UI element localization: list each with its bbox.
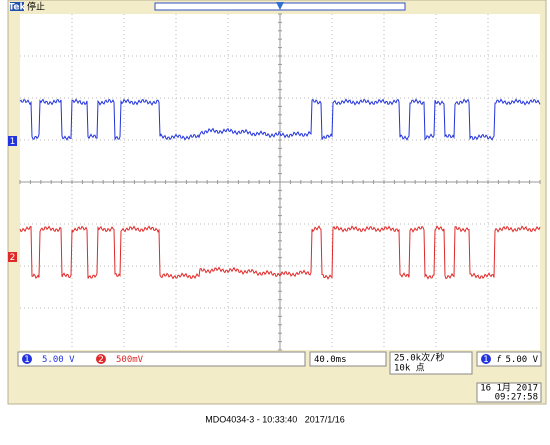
timebase-box (309, 351, 387, 367)
record-length: 10k 点 (394, 363, 425, 374)
channel-2-waveform (19, 225, 541, 280)
ch1-badge (22, 354, 32, 364)
trigger-position (276, 2, 284, 10)
ch2-marker: 2 (10, 253, 16, 263)
acquisition-box (389, 351, 473, 375)
brand: Tek (8, 3, 26, 13)
run-status: 停止 (27, 1, 45, 13)
ch1-badge-label: 1 (24, 355, 30, 365)
trigger-box (476, 351, 542, 367)
ch2-badge-label: 2 (98, 355, 104, 365)
channel-1-waveform (19, 98, 541, 141)
timebase: 40.0ms (314, 355, 347, 365)
brand-badge (10, 2, 24, 11)
trigger-source: 1 (483, 355, 489, 365)
trigger-slope: f (497, 355, 502, 365)
trigger-level: 5.00 V (505, 355, 538, 365)
screen-time: 09:27:58 (495, 393, 538, 403)
caption: MDO4034-3 - 10:33:40 2017/1/16 (205, 414, 345, 424)
trigger-source-badge (481, 354, 491, 364)
screen-date: 16 1月 2017 (480, 383, 538, 394)
ch1-marker-bg (8, 136, 17, 146)
ch1-scale: 5.00 V (42, 355, 75, 365)
ch1-marker: 1 (10, 137, 16, 147)
ch2-marker-bg (8, 252, 17, 262)
graticule (19, 13, 541, 351)
channel-readout (17, 351, 306, 367)
clock-box (476, 382, 542, 403)
ch2-badge (96, 354, 106, 364)
sample-rate: 25.0k次/秒 (394, 352, 445, 364)
ch2-scale: 500mV (116, 355, 144, 365)
